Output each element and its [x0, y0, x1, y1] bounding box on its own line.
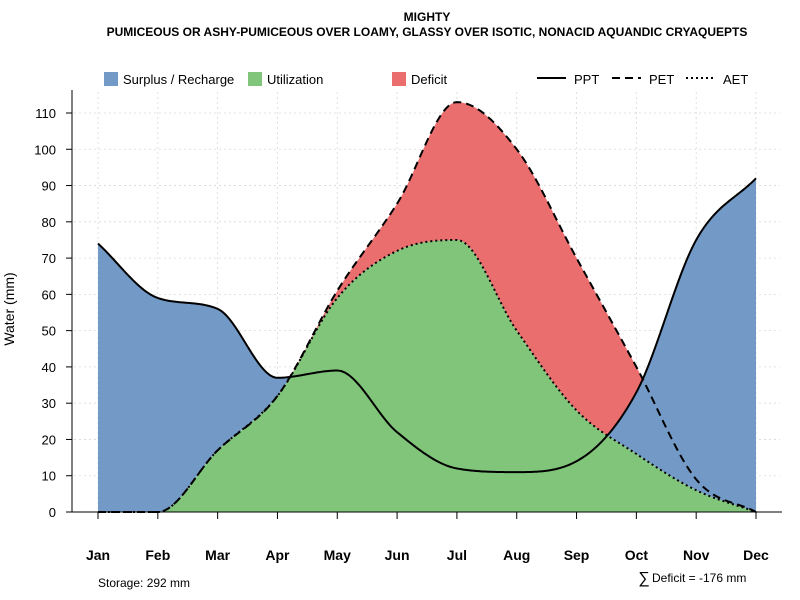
y-tick-label-40: 40 — [42, 360, 56, 375]
x-tick-label-jun: Jun — [385, 547, 410, 563]
storage-annotation: Storage: 292 mm — [98, 576, 190, 590]
series-line-pet — [98, 101, 757, 513]
legend-label-utilization: Utilization — [267, 72, 323, 87]
legend-label-surplus: Surplus / Recharge — [123, 72, 234, 87]
axes: 0 10 20 30 40 50 60 70 80 90 100 110 Jan Feb Mar Apr May… — [34, 90, 782, 563]
legend-label-aet: AET — [723, 72, 748, 87]
y-tick-label-10: 10 — [42, 469, 56, 484]
x-tick-label-dec: Dec — [743, 547, 769, 563]
legend-label-pet: PET — [649, 72, 674, 87]
legend-swatch-utilization — [248, 72, 262, 86]
y-axis-label: Water (mm) — [1, 272, 17, 345]
x-tick-label-sep: Sep — [564, 547, 590, 563]
x-tick-label-aug: Aug — [503, 547, 530, 563]
y-tick-label-70: 70 — [42, 251, 56, 266]
area-deficit — [98, 102, 756, 513]
y-tick-label-110: 110 — [35, 106, 56, 121]
x-tick-label-oct: Oct — [625, 547, 649, 563]
x-tick-label-may: May — [324, 547, 351, 563]
chart-subtitle: PUMICEOUS OR ASHY-PUMICEOUS OVER LOAMY, … — [107, 25, 748, 39]
y-tick-label-0: 0 — [49, 505, 56, 520]
y-tick-label-60: 60 — [42, 287, 56, 302]
sum-symbol: ∑ — [638, 570, 649, 587]
x-tick-label-jul: Jul — [447, 547, 467, 563]
area-utilization — [98, 239, 756, 512]
y-tick-label-80: 80 — [42, 215, 56, 230]
x-tick-label-apr: Apr — [265, 547, 290, 563]
x-tick-label-feb: Feb — [145, 547, 170, 563]
area-surplus-recharge — [98, 178, 756, 513]
legend: Surplus / Recharge Utilization Deficit P… — [104, 72, 748, 87]
y-tick-label-90: 90 — [42, 179, 56, 194]
x-tick-label-nov: Nov — [683, 547, 710, 563]
legend-swatch-surplus — [104, 72, 118, 86]
x-tick-label-mar: Mar — [205, 547, 230, 563]
y-tick-label-50: 50 — [42, 324, 56, 339]
deficit-annotation: Deficit = -176 mm — [652, 571, 746, 585]
legend-label-deficit: Deficit — [411, 72, 448, 87]
y-tick-label-30: 30 — [42, 396, 56, 411]
legend-label-ppt: PPT — [574, 72, 599, 87]
x-tick-label-jan: Jan — [86, 547, 110, 563]
y-tick-label-100: 100 — [34, 142, 56, 157]
filled-areas — [98, 102, 756, 513]
legend-swatch-deficit — [392, 72, 406, 86]
series-line-ppt — [97, 177, 757, 474]
chart-title: MIGHTY — [404, 10, 451, 24]
series-lines — [97, 101, 757, 513]
series-line-aet — [98, 238, 757, 513]
y-tick-label-20: 20 — [42, 432, 56, 447]
